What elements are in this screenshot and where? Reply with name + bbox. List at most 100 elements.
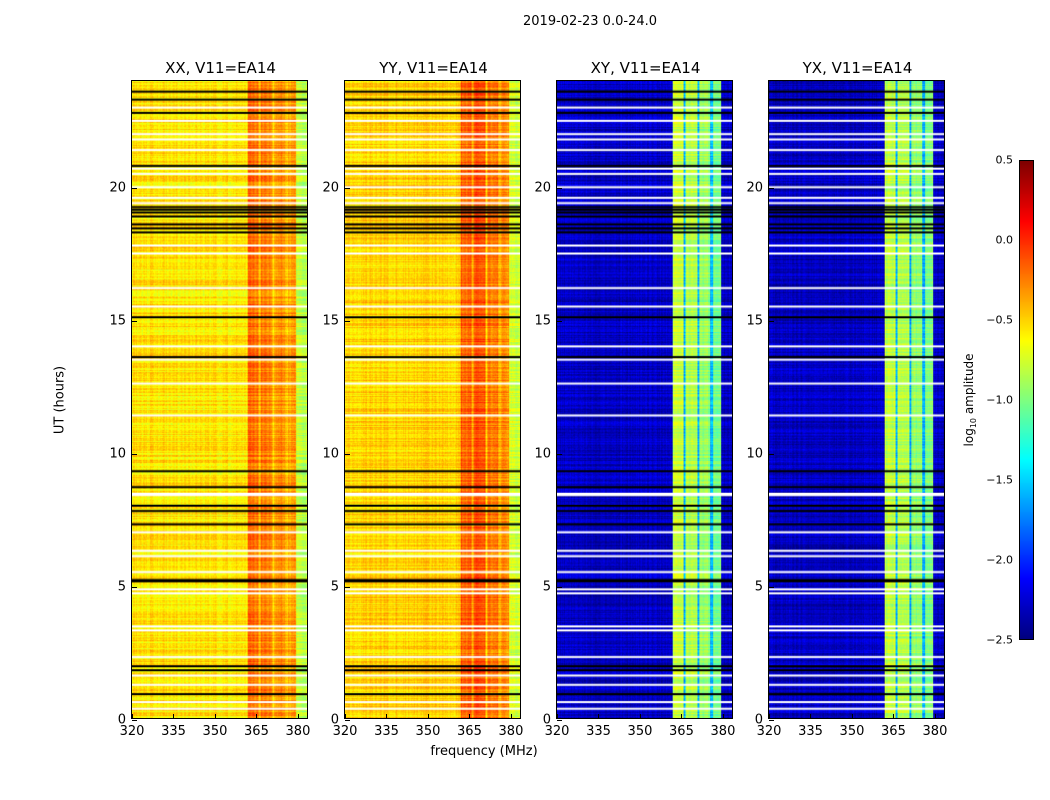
heatmap bbox=[345, 81, 520, 718]
y-tick-mark bbox=[557, 187, 562, 189]
x-tick-mark bbox=[598, 714, 600, 719]
y-tick-mark bbox=[769, 586, 774, 588]
colorbar-tick-label: −1.5 bbox=[986, 473, 1013, 487]
x-tick-label: 350 bbox=[839, 724, 865, 739]
y-tick-mark bbox=[769, 187, 774, 189]
panel-yx: YX, V11=EA14 320 335 350 365 380 0 5 10 15 20 bbox=[746, 59, 947, 739]
x-tick-mark bbox=[173, 714, 175, 719]
x-tick-label: 350 bbox=[415, 724, 441, 739]
x-tick-label: 320 bbox=[756, 724, 782, 739]
y-tick-label: 0 bbox=[330, 712, 339, 728]
y-tick-label: 0 bbox=[754, 712, 763, 728]
y-tick-label: 15 bbox=[746, 313, 763, 329]
x-tick-label: 365 bbox=[669, 724, 694, 739]
colorbar-gradient bbox=[1020, 161, 1033, 639]
x-tick-label: 365 bbox=[881, 724, 906, 739]
y-tick-label: 10 bbox=[322, 446, 339, 462]
y-tick-label: 10 bbox=[109, 446, 126, 462]
colorbar-label: log10 amplitude bbox=[961, 353, 979, 447]
y-tick-mark bbox=[769, 453, 774, 455]
x-tick-mark bbox=[769, 714, 770, 719]
y-tick-mark bbox=[769, 320, 774, 322]
y-tick-label: 10 bbox=[534, 446, 551, 462]
x-axis-label: frequency (MHz) bbox=[430, 744, 538, 759]
x-tick-label: 320 bbox=[332, 724, 358, 739]
x-tick-mark bbox=[893, 714, 895, 719]
panel-title: XY, V11=EA14 bbox=[590, 59, 701, 77]
x-tick-label: 380 bbox=[498, 724, 524, 739]
y-tick-label: 20 bbox=[322, 180, 339, 195]
colorbar-tick-label: 0.5 bbox=[995, 153, 1014, 167]
x-tick-label: 335 bbox=[374, 724, 399, 739]
y-tick-mark bbox=[557, 586, 562, 588]
heatmap bbox=[557, 81, 732, 718]
y-tick-mark bbox=[345, 586, 350, 588]
x-tick-mark bbox=[256, 714, 258, 719]
y-tick-label: 15 bbox=[109, 313, 126, 329]
x-tick-label: 380 bbox=[285, 724, 311, 739]
y-tick-label: 20 bbox=[534, 180, 551, 195]
colorbar-tick-label: −0.5 bbox=[986, 313, 1013, 327]
x-tick-mark bbox=[934, 714, 936, 719]
x-tick-mark bbox=[427, 714, 429, 719]
x-tick-label: 320 bbox=[544, 724, 570, 739]
x-tick-mark bbox=[469, 714, 471, 719]
x-tick-mark bbox=[345, 714, 346, 719]
y-tick-label: 15 bbox=[322, 313, 339, 329]
panel-xx: XX, V11=EA14 320 335 350 365 380 0 5 10 15 20 bbox=[109, 59, 310, 739]
y-axis-label: UT (hours) bbox=[52, 365, 68, 435]
y-tick-mark bbox=[345, 453, 350, 455]
x-tick-mark bbox=[297, 714, 299, 719]
y-tick-mark bbox=[557, 720, 562, 721]
y-tick-label: 10 bbox=[746, 446, 763, 462]
y-tick-mark bbox=[132, 586, 137, 588]
x-tick-label: 320 bbox=[119, 724, 145, 739]
y-tick-label: 20 bbox=[746, 180, 763, 195]
x-tick-label: 335 bbox=[586, 724, 611, 739]
x-tick-mark bbox=[639, 714, 641, 719]
y-tick-mark bbox=[132, 187, 137, 189]
y-tick-mark bbox=[557, 320, 562, 322]
x-tick-label: 350 bbox=[627, 724, 653, 739]
x-tick-mark bbox=[510, 714, 512, 719]
y-tick-mark bbox=[132, 453, 137, 455]
colorbar bbox=[1019, 160, 1034, 640]
x-tick-label: 365 bbox=[244, 724, 269, 739]
y-tick-label: 0 bbox=[542, 712, 551, 728]
y-tick-mark bbox=[345, 320, 350, 322]
y-tick-label: 15 bbox=[534, 313, 551, 329]
x-tick-mark bbox=[681, 714, 683, 719]
y-tick-mark bbox=[557, 453, 562, 455]
heatmap bbox=[769, 81, 944, 718]
x-tick-mark bbox=[214, 714, 216, 719]
y-tick-label: 5 bbox=[542, 579, 551, 595]
y-tick-mark bbox=[345, 187, 350, 189]
y-tick-label: 0 bbox=[117, 712, 126, 728]
colorbar-tick-label: −2.0 bbox=[986, 553, 1013, 567]
x-tick-label: 350 bbox=[202, 724, 228, 739]
y-tick-mark bbox=[132, 320, 137, 322]
panel-title: XX, V11=EA14 bbox=[165, 59, 276, 77]
x-tick-label: 365 bbox=[457, 724, 482, 739]
y-tick-mark bbox=[345, 720, 350, 721]
x-tick-mark bbox=[722, 714, 724, 719]
panel-title: YX, V11=EA14 bbox=[802, 59, 913, 77]
heatmap bbox=[132, 81, 307, 718]
colorbar-tick-label: 0.0 bbox=[995, 233, 1014, 247]
x-tick-mark bbox=[851, 714, 853, 719]
x-tick-label: 335 bbox=[798, 724, 823, 739]
y-tick-label: 5 bbox=[117, 579, 126, 595]
panel-title: YY, V11=EA14 bbox=[379, 59, 488, 77]
panel-xy: XY, V11=EA14 320 335 350 365 380 0 5 10 15 20 bbox=[534, 59, 735, 739]
x-tick-label: 380 bbox=[922, 724, 948, 739]
y-tick-label: 20 bbox=[109, 180, 126, 195]
x-tick-label: 380 bbox=[710, 724, 736, 739]
x-tick-mark bbox=[557, 714, 558, 719]
panel-yy: YY, V11=EA14 320 335 350 365 380 0 5 10 15 20 bbox=[322, 59, 523, 739]
x-tick-mark bbox=[810, 714, 812, 719]
colorbar-tick-label: −2.5 bbox=[986, 633, 1013, 647]
x-tick-mark bbox=[132, 714, 133, 719]
y-tick-mark bbox=[132, 720, 137, 721]
y-tick-label: 5 bbox=[330, 579, 339, 595]
